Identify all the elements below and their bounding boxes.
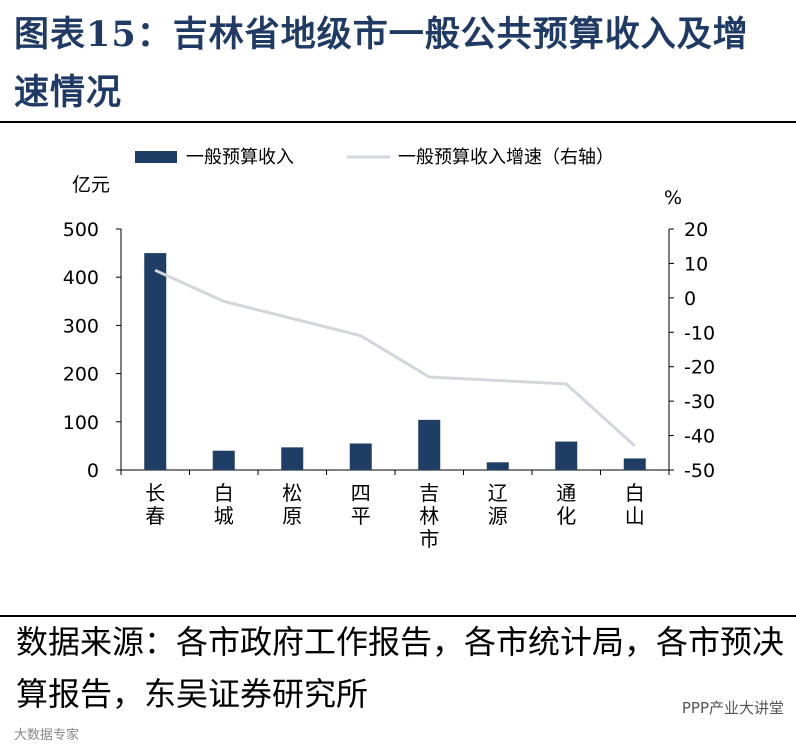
category-label: 辽源 [488,481,508,528]
bar [418,419,441,470]
legend-bar-label: 一般预算收入 [186,147,294,168]
right-tick-label: 20 [684,219,708,241]
growth-point [154,269,156,271]
right-tick-label: 10 [684,253,708,275]
left-tick-label: 100 [63,412,99,434]
legend-bar-swatch [135,151,177,163]
source-note: 数据来源：各市政府工作报告，各市统计局，各市预决算报告，东吴证券研究所 [16,623,785,713]
growth-point [428,376,430,378]
top-divider [0,121,796,123]
growth-point [634,445,636,447]
bar [212,450,235,470]
left-tick-label: 500 [63,219,99,241]
category-label: 白山 [625,481,645,528]
left-axis-unit: 亿元 [72,174,110,196]
bar [555,441,578,470]
bar [144,253,167,470]
right-tick-label: -30 [684,391,715,413]
growth-point [223,300,225,302]
left-tick-label: 300 [63,315,99,337]
category-label: 四平 [351,481,371,528]
right-tick-label: -50 [684,460,715,482]
right-tick-label: -20 [684,357,715,379]
right-tick-label: -40 [684,426,715,448]
category-label: 通化 [556,481,576,528]
bar [486,462,509,470]
legend-line-label: 一般预算收入增速（右轴） [398,147,614,168]
growth-point [565,383,567,385]
growth-point [360,335,362,337]
growth-line [154,268,636,448]
watermark-right: PPP产业大讲堂 [681,699,784,717]
bottom-divider [0,615,796,617]
right-tick-label: -10 [684,322,715,344]
left-tick-label: 200 [63,364,99,386]
right-axis-unit: % [664,187,682,209]
bar [349,443,372,470]
chart: 0 100 200 300 400 500 -50 -40 -30 -20 -10 0 10 20 亿元% 长… [63,147,715,551]
left-tick-label: 0 [87,460,99,482]
growth-point [291,318,293,320]
growth-point [497,379,499,381]
right-tick-label: 0 [684,288,696,310]
category-label: 长春 [145,481,165,528]
category-label: 白城 [214,481,234,528]
bar [281,447,304,470]
category-label: 松原 [282,481,302,528]
watermark-left: 大数据专家 [14,728,80,743]
category-label: 吉林市 [419,481,439,551]
left-tick-label: 400 [63,267,99,289]
bar [623,458,646,470]
page-title: 图表15：吉林省地级市一般公共预算收入及增速情况 [14,14,749,113]
